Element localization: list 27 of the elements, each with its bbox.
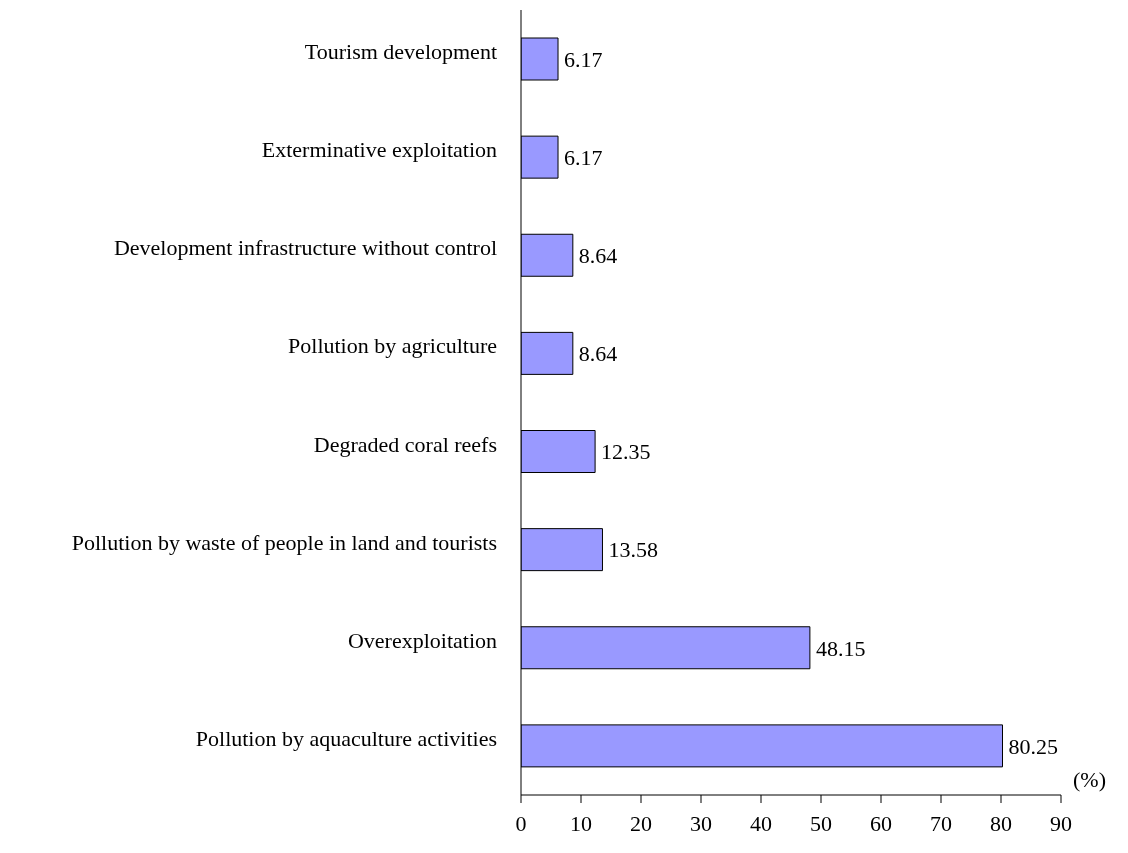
x-tick-label: 50 — [810, 810, 832, 836]
data-label: 6.17 — [564, 46, 603, 72]
y-tick-label: Pollution by aquaculture activities — [195, 725, 497, 751]
y-tick-label: Degraded coral reefs — [313, 431, 497, 457]
data-label: 8.64 — [578, 243, 618, 269]
x-tick-label: 70 — [930, 810, 952, 836]
x-tick-label: 40 — [750, 810, 772, 836]
x-tick-label: 90 — [1050, 810, 1072, 836]
y-tick-label: Tourism development — [304, 39, 497, 65]
x-tick-label: 0 — [515, 810, 527, 836]
x-tick-label: 10 — [570, 810, 592, 836]
y-tick-label: Pollution by waste of people in land and tourists — [71, 529, 497, 555]
data-label: 13.58 — [608, 537, 658, 563]
y-tick-label: Development infrastructure without control — [113, 235, 497, 261]
y-tick-label: Overexploitation — [347, 627, 497, 653]
x-tick-label: 20 — [630, 810, 652, 836]
x-tick-label: 80 — [990, 810, 1012, 836]
x-axis-title: (%) — [1073, 767, 1106, 792]
data-label: 8.64 — [578, 341, 618, 367]
data-label: 12.35 — [601, 439, 651, 465]
x-tick-label: 30 — [690, 810, 712, 836]
y-tick-label: Exterminative exploitation — [261, 137, 497, 163]
data-label: 48.15 — [815, 635, 866, 661]
x-tick-label: 60 — [870, 810, 892, 836]
data-label: 6.17 — [564, 144, 603, 170]
data-label: 80.25 — [1008, 733, 1058, 759]
y-tick-label: Pollution by agriculture — [288, 333, 497, 359]
